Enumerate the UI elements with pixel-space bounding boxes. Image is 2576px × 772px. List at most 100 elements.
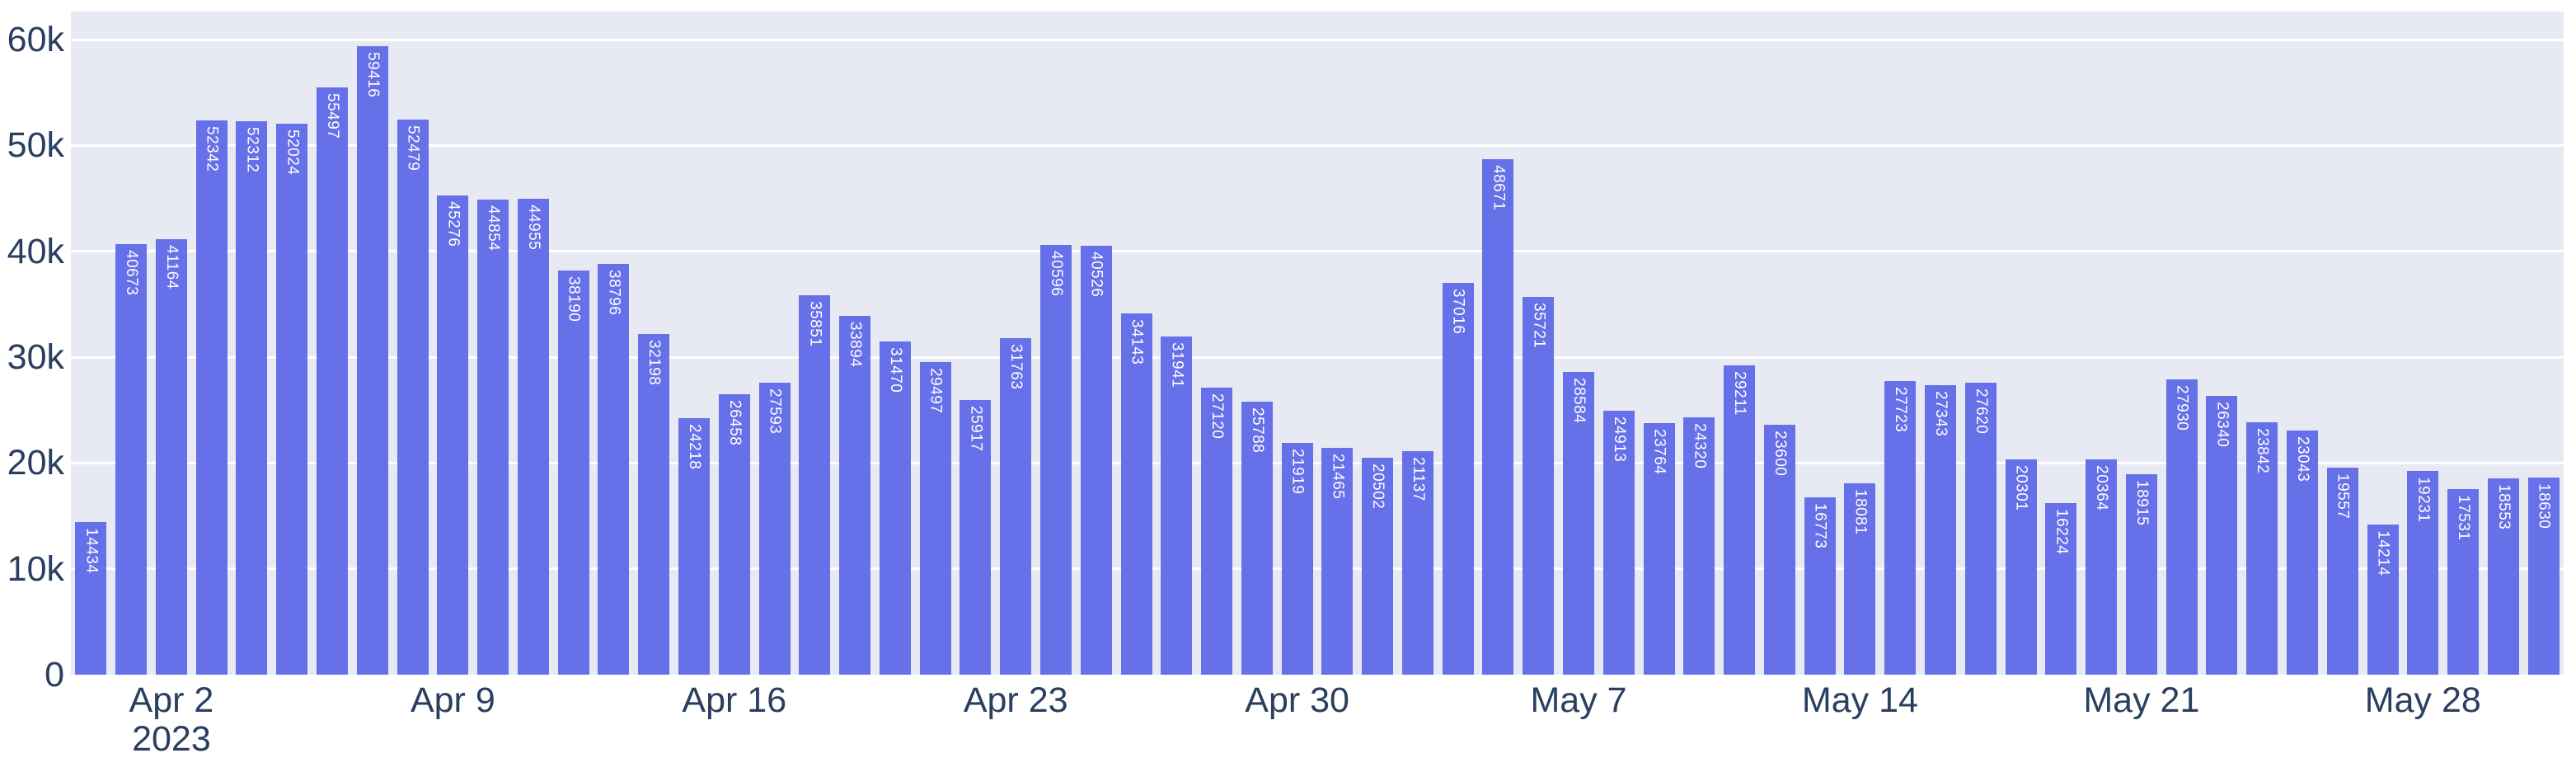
y-tick-label: 10k — [7, 548, 64, 589]
bar: 52479 — [396, 119, 429, 675]
bar-value-label: 28584 — [1570, 378, 1588, 424]
x-tick-label: May 28 — [2365, 681, 2481, 720]
bar: 33894 — [839, 316, 871, 675]
plot-area[interactable]: 14434 40673 41164 52342 52312 52024 55497 59416… — [71, 12, 2564, 675]
bar-value-label: 52479 — [404, 125, 422, 171]
bar-value-label: 40596 — [1047, 251, 1065, 297]
bar-value-label: 18081 — [1851, 488, 1870, 535]
bar: 23764 — [1643, 423, 1675, 675]
x-tick-date: May 7 — [1530, 680, 1627, 720]
bar: 23043 — [2286, 431, 2318, 675]
bar-value-label: 37016 — [1449, 288, 1467, 335]
bar-value-label: 23043 — [2293, 436, 2311, 482]
bar: 19231 — [2407, 471, 2439, 675]
bar: 18081 — [1844, 482, 1876, 675]
x-tick-year: 2023 — [132, 719, 211, 759]
bar: 59416 — [356, 45, 388, 675]
bar-value-label: 45276 — [444, 200, 462, 247]
bar: 17531 — [2447, 489, 2480, 675]
bar-value-label: 14214 — [2374, 530, 2392, 576]
bar: 14214 — [2367, 524, 2399, 675]
bar: 26340 — [2206, 395, 2238, 675]
bar-value-label: 23764 — [1650, 429, 1668, 475]
bar: 28584 — [1563, 372, 1595, 675]
bar: 24320 — [1683, 417, 1715, 675]
bar-value-label: 25788 — [1248, 407, 1266, 454]
gridline — [71, 355, 2564, 359]
bar: 40673 — [115, 244, 148, 675]
bar-value-label: 35851 — [806, 300, 824, 347]
bar: 52342 — [195, 120, 228, 675]
bar-value-label: 44854 — [485, 205, 503, 252]
bar: 55497 — [317, 87, 349, 675]
bar: 25788 — [1241, 402, 1273, 675]
bar: 18553 — [2487, 478, 2519, 675]
bar: 21137 — [1401, 450, 1433, 675]
bar: 34143 — [1120, 313, 1152, 675]
bar-value-label: 52342 — [203, 126, 221, 172]
bar: 25917 — [960, 400, 992, 675]
bar-value-label: 27620 — [1972, 388, 1990, 434]
bar-value-label: 21919 — [1288, 448, 1307, 495]
bar-value-label: 20301 — [2012, 465, 2030, 511]
x-tick-date: May 21 — [2083, 680, 2200, 720]
bar: 38796 — [598, 264, 630, 675]
bar-value-label: 18630 — [2535, 482, 2553, 530]
gridline — [71, 461, 2564, 464]
bar: 18915 — [2125, 474, 2157, 675]
y-tick-label: 0 — [45, 655, 64, 694]
bar: 27120 — [1201, 387, 1233, 675]
bar-value-label: 26340 — [2213, 401, 2231, 448]
x-tick-date: Apr 16 — [682, 680, 787, 720]
gridline — [71, 250, 2564, 253]
bar-value-label: 27930 — [2173, 384, 2191, 431]
bar-value-label: 18553 — [2494, 483, 2513, 530]
bar: 44955 — [517, 199, 549, 675]
bar: 31941 — [1161, 337, 1193, 675]
bar: 27593 — [758, 382, 791, 675]
x-tick-date: May 14 — [1801, 680, 1918, 720]
bar: 21465 — [1321, 447, 1354, 675]
bar: 19557 — [2326, 468, 2358, 675]
bar-value-label: 40526 — [1087, 251, 1105, 298]
bar-value-label: 52312 — [243, 126, 261, 173]
bar: 37016 — [1442, 282, 1474, 675]
x-tick-label: Apr 23 — [964, 681, 1068, 720]
bar-value-label: 24320 — [1691, 422, 1709, 469]
y-tick-label: 60k — [7, 20, 64, 59]
bar: 32198 — [638, 333, 670, 675]
x-tick-date: May 28 — [2364, 680, 2481, 720]
bar-value-label: 23842 — [2254, 428, 2272, 474]
bar-value-label: 16773 — [1811, 502, 1829, 549]
bar-value-label: 40673 — [123, 250, 141, 296]
x-tick-date: Apr 23 — [963, 680, 1068, 720]
bar-value-label: 38190 — [565, 275, 583, 322]
bar-value-label: 27343 — [1932, 391, 1950, 437]
bar-value-label: 35721 — [1530, 302, 1548, 348]
x-tick-label: May 21 — [2083, 681, 2199, 720]
bar: 41164 — [155, 238, 187, 675]
bar: 21919 — [1281, 442, 1313, 675]
bar-value-label: 21465 — [1329, 453, 1347, 499]
bar-value-label: 27723 — [1892, 387, 1910, 433]
gridline — [71, 567, 2564, 571]
bar-value-label: 29211 — [1731, 371, 1749, 417]
bar: 35721 — [1523, 296, 1555, 675]
x-tick-date: Apr 9 — [410, 680, 495, 720]
bar-value-label: 52024 — [284, 129, 302, 176]
bar: 35851 — [799, 294, 831, 675]
x-tick-label: May 7 — [1530, 681, 1626, 720]
bar-value-label: 19557 — [2334, 473, 2352, 520]
gridline — [71, 144, 2564, 147]
bar-value-label: 31470 — [886, 347, 904, 393]
x-tick-label: Apr 2 2023 — [129, 681, 214, 759]
x-tick-label: May 14 — [1802, 681, 1918, 720]
bar: 27620 — [1964, 382, 1997, 675]
bar: 27343 — [1925, 385, 1956, 675]
bar: 27723 — [1884, 381, 1917, 675]
bar: 38190 — [557, 270, 589, 675]
bar-value-label: 34143 — [1128, 318, 1146, 365]
bar: 52312 — [236, 120, 268, 675]
y-tick-label: 20k — [7, 443, 64, 483]
